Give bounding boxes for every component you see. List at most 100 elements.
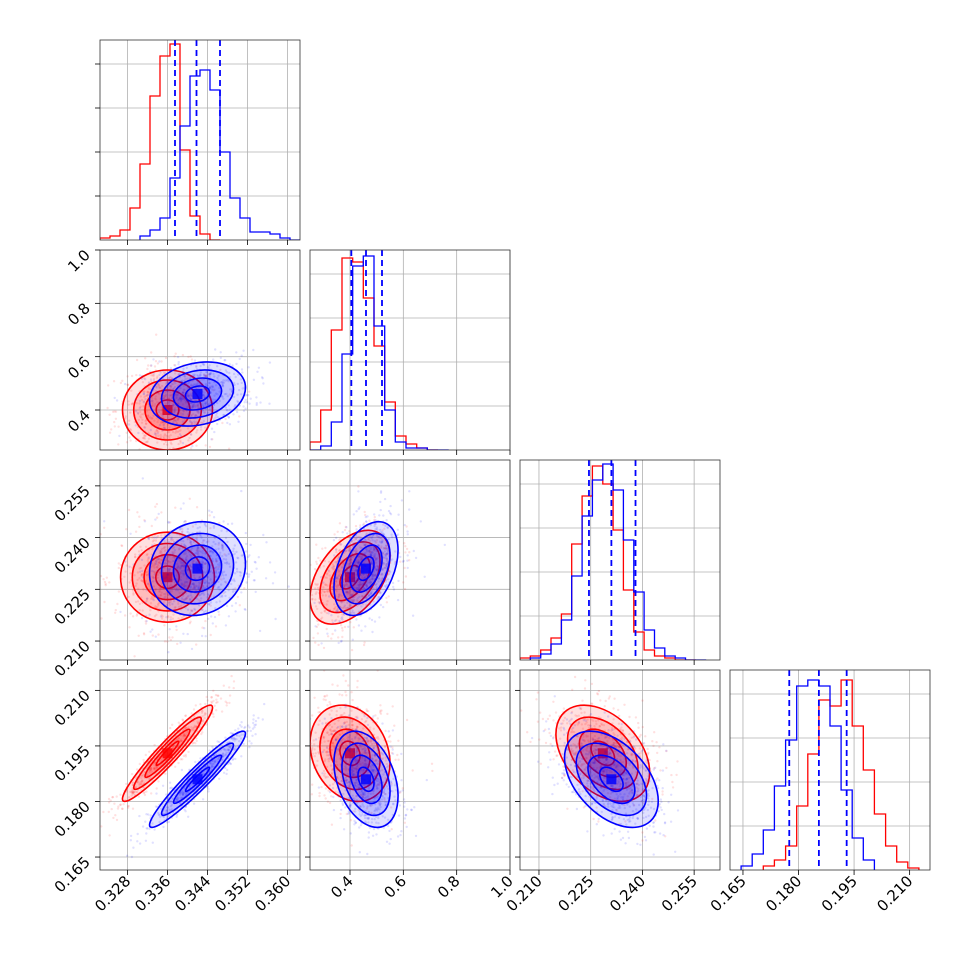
scatter-point [247,575,250,578]
scatter-point [226,540,229,544]
scatter-point [127,400,130,403]
scatter-point [192,404,195,407]
scatter-point [189,420,192,423]
scatter-point [206,593,210,596]
scatter-point [195,536,199,540]
scatter-point [180,380,184,384]
scatter-point [140,416,143,419]
scatter-point [108,467,110,469]
scatter-point [176,737,179,741]
scatter-point [227,615,231,618]
scatter-point [103,526,106,529]
scatter-point [136,781,139,784]
scatter-point [158,561,161,564]
scatter-point [197,559,200,562]
scatter-point [147,387,151,390]
scatter-point [375,534,378,537]
scatter-point [372,556,375,559]
scatter-point [397,739,400,742]
scatter-point [174,406,178,409]
scatter-point [154,539,158,542]
scatter-point [350,844,353,847]
scatter-point [199,382,203,386]
scatter-point [123,575,126,578]
scatter-point [211,386,215,389]
scatter-point [146,597,149,601]
scatter-point [179,588,183,591]
scatter-point [334,584,338,588]
scatter-point [195,597,198,600]
scatter-point [206,428,209,431]
scatter-point [167,601,171,604]
scatter-point [190,555,193,558]
scatter-point [149,768,153,771]
scatter-point [335,608,339,611]
scatter-point [167,593,170,597]
scatter-point [370,577,374,581]
scatter-point [209,549,213,553]
scatter-point [372,548,376,551]
scatter-point [204,402,207,405]
scatter-point [327,595,331,598]
scatter-point [201,421,204,425]
scatter-point [337,596,340,599]
scatter-point [147,537,151,541]
scatter-point [195,444,198,447]
scatter-point [222,592,225,595]
scatter-point [359,583,362,586]
scatter-point [126,383,129,387]
scatter-point [136,613,139,616]
scatter-point [350,556,353,559]
scatter-point [327,612,330,615]
scatter-point [130,790,133,794]
scatter-point [143,377,146,380]
scatter-point [100,617,103,620]
scatter-point [370,618,374,622]
scatter-point [134,410,138,413]
scatter-point [220,710,224,713]
scatter-point [224,359,227,362]
scatter-point [221,571,224,575]
scatter-point [252,378,256,381]
scatter-point [363,538,367,541]
scatter-point [138,406,141,410]
scatter-point [196,553,200,556]
scatter-point [218,386,221,390]
scatter-point [214,693,218,697]
scatter-point [169,726,172,730]
scatter-point [170,385,173,388]
scatter-point [182,598,186,601]
scatter-point [217,613,221,616]
scatter-point [368,550,371,553]
scatter-point [297,752,299,754]
scatter-point [183,543,186,546]
scatter-point [216,365,219,368]
scatter-point [155,560,158,563]
scatter-point [217,585,221,589]
scatter-point [359,526,362,529]
scatter-point [337,641,340,645]
scatter-point [211,552,215,555]
scatter-point [363,553,366,556]
scatter-point [186,632,189,636]
scatter-point [147,556,150,559]
scatter-point [155,606,159,609]
scatter-point [166,538,169,542]
scatter-point [185,577,189,580]
scatter-point [362,539,365,542]
scatter-point [186,385,190,388]
scatter-point [385,559,389,562]
scatter-point [345,590,348,594]
scatter-point [156,566,159,569]
scatter-point [368,582,371,585]
scatter-point [207,581,211,585]
scatter-point [125,564,129,567]
scatter-point [209,527,212,530]
scatter-point [368,603,372,606]
scatter-point [380,546,383,550]
scatter-point [209,409,213,412]
scatter-point [406,566,409,570]
scatter-point [332,539,336,542]
scatter-point [143,770,146,774]
scatter-point [404,545,407,548]
